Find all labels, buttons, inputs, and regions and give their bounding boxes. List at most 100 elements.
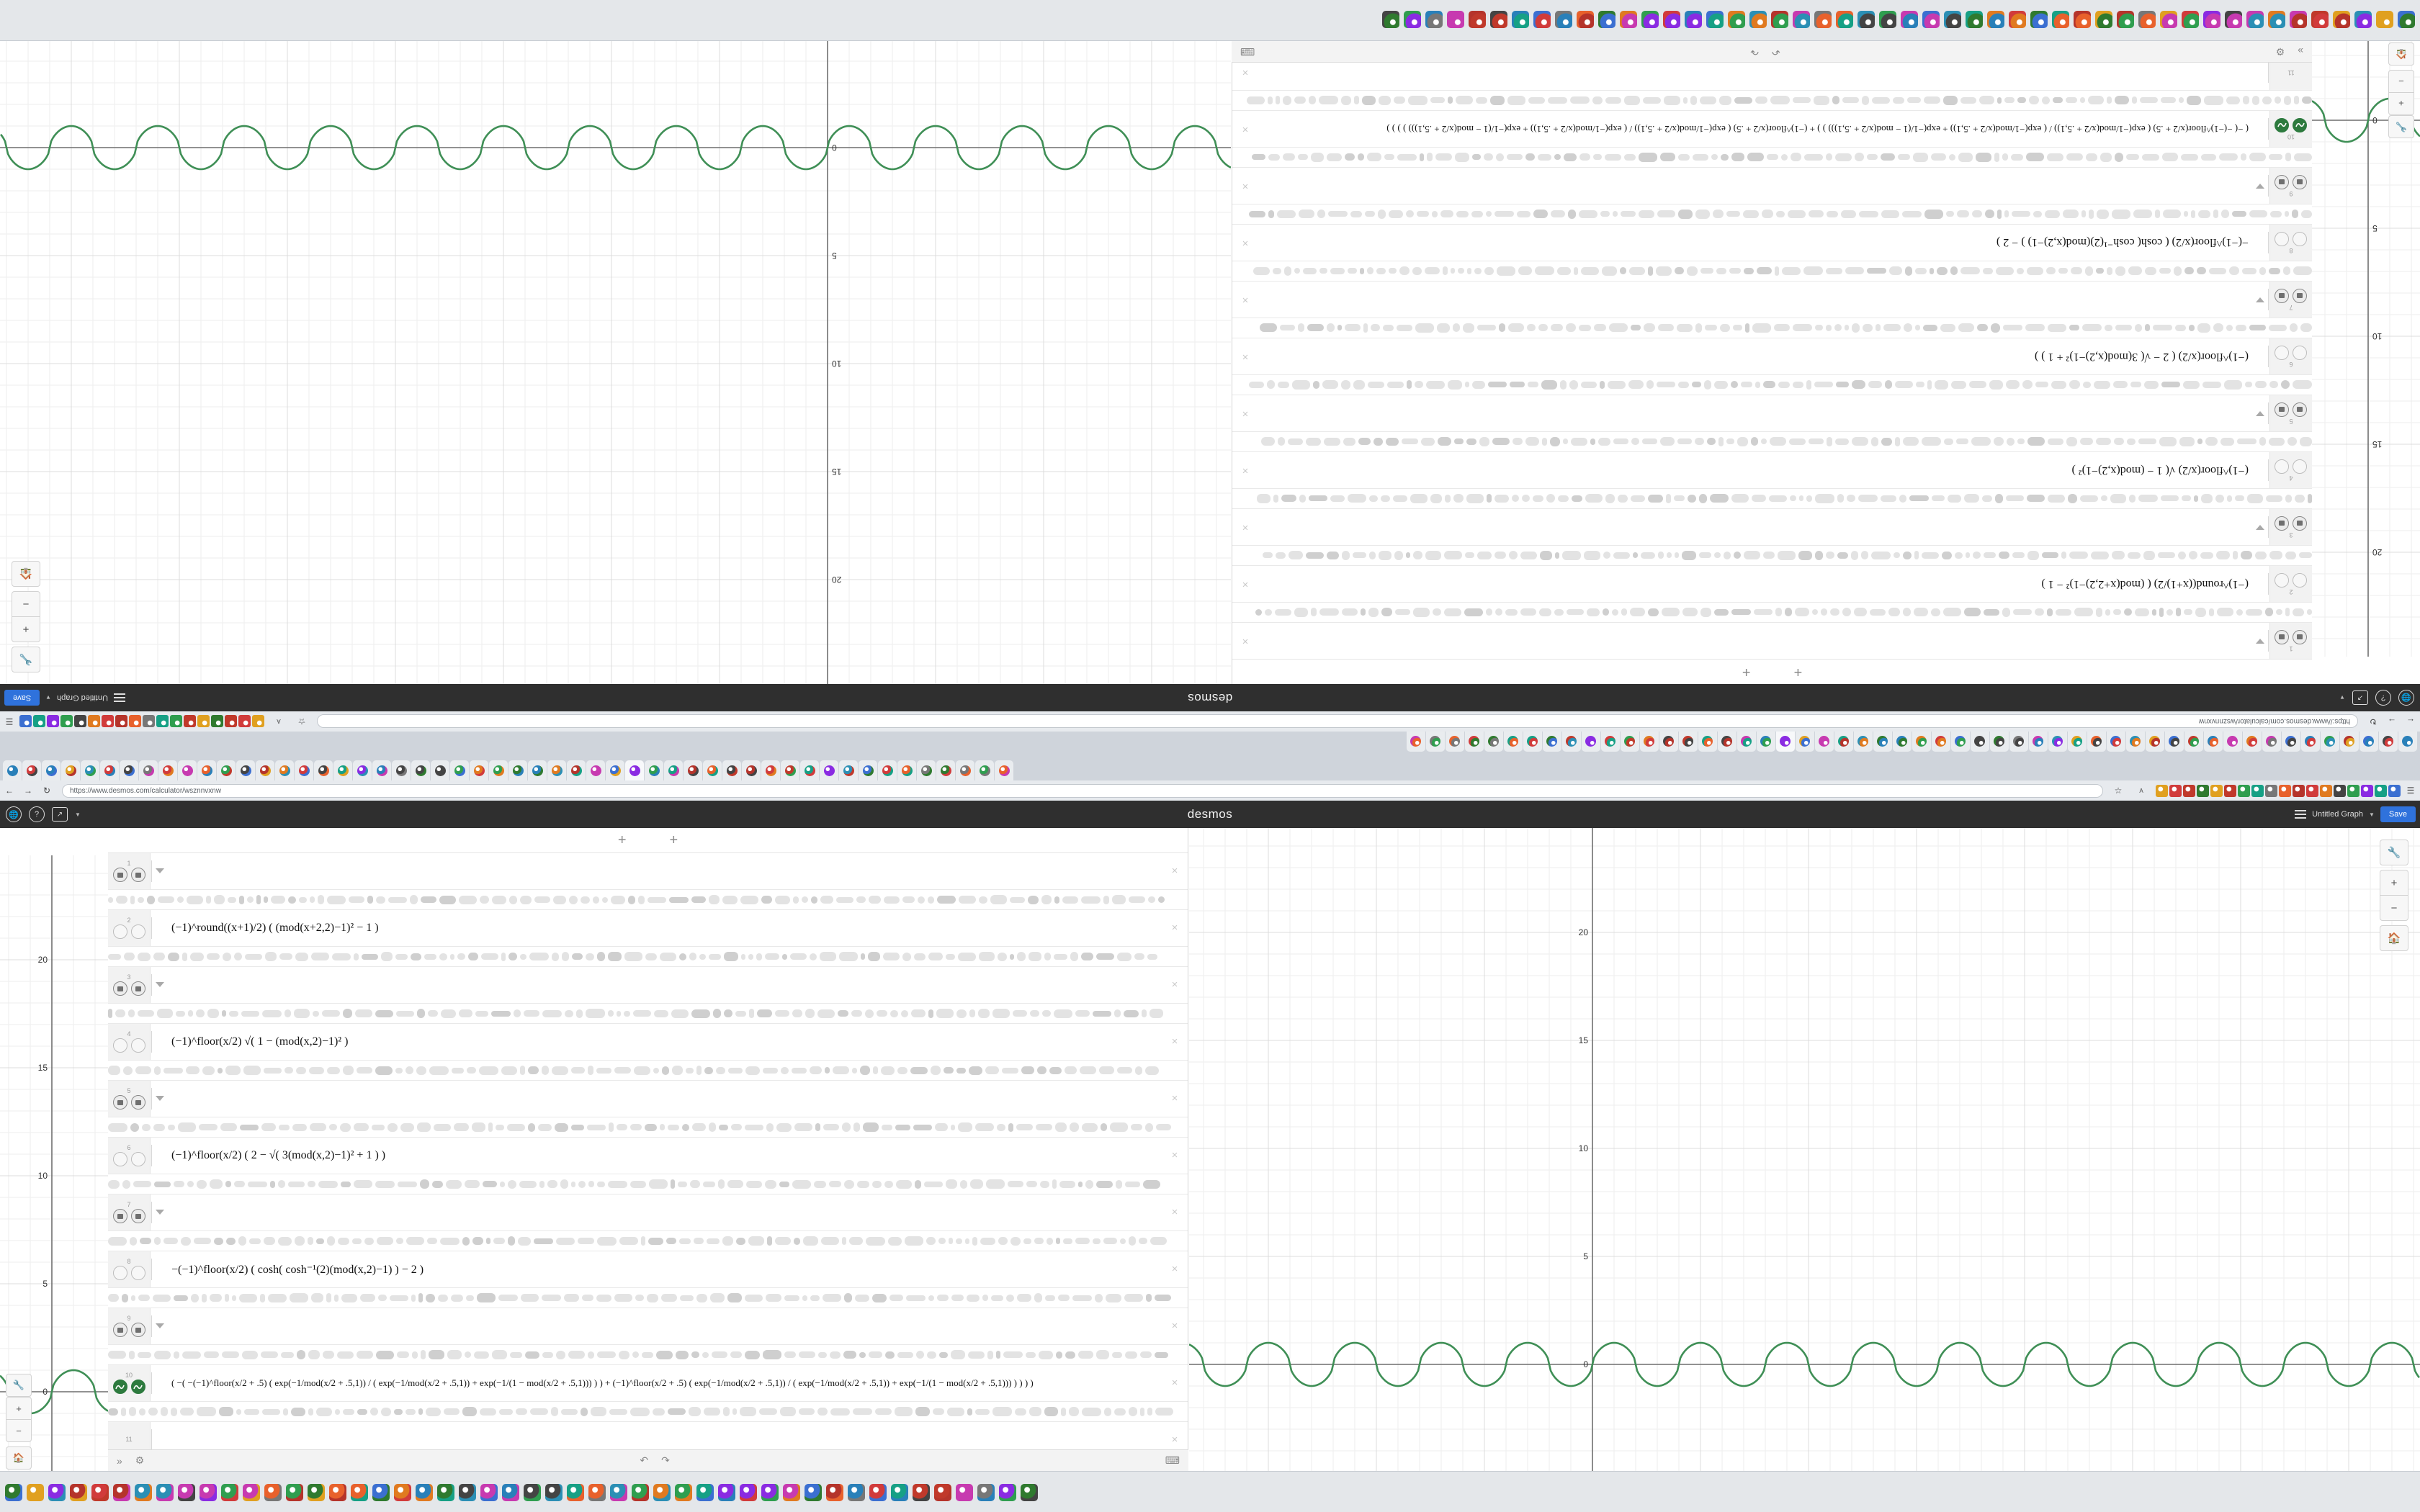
taskbar-app-icon[interactable] xyxy=(351,1483,368,1501)
hamburger-menu-icon[interactable]: ☰ xyxy=(5,716,14,726)
browser-tab[interactable] xyxy=(217,760,236,780)
taskbar-app-icon[interactable] xyxy=(1728,11,1745,29)
browser-tab[interactable] xyxy=(139,760,158,780)
expression-menu-icon[interactable] xyxy=(113,693,125,702)
add-note-button[interactable]: + xyxy=(669,832,678,848)
expression-math[interactable] xyxy=(1261,509,2249,545)
expression-delete-button[interactable]: × xyxy=(1171,1149,1178,1161)
expression-delete-button[interactable]: × xyxy=(1171,978,1178,991)
browser-extension-icon[interactable] xyxy=(2279,784,2291,797)
redo-icon[interactable]: ↷ xyxy=(661,1454,670,1466)
taskbar-app-icon[interactable] xyxy=(416,1483,433,1501)
browser-tab[interactable] xyxy=(81,760,99,780)
browser-extension-icon[interactable] xyxy=(2251,784,2264,797)
graph-zoom-controls-left[interactable]: 🔧 + − 🏠 xyxy=(2388,42,2414,138)
browser-tab[interactable] xyxy=(508,760,527,780)
expression-delete-button[interactable]: × xyxy=(1242,237,1249,249)
expression-math[interactable] xyxy=(1261,395,2249,431)
browser-tab[interactable] xyxy=(2360,732,2378,752)
expression-index[interactable]: 7 xyxy=(108,1194,151,1230)
graph-zoom-controls-left[interactable]: 🔧 + − 🏠 xyxy=(6,1374,32,1470)
browser-tab[interactable] xyxy=(781,760,799,780)
expression-index[interactable]: 9 xyxy=(108,1308,151,1344)
expression-visibility-toggle[interactable] xyxy=(112,1266,127,1280)
taskbar-app-icon[interactable] xyxy=(977,1483,995,1501)
taskbar-app-icon[interactable] xyxy=(2009,11,2026,29)
taskbar-app-icon[interactable] xyxy=(740,1483,757,1501)
taskbar-app-icon[interactable] xyxy=(999,1483,1016,1501)
expression-row[interactable]: 10( −( −(−1)^floor(x/2 + .5) ( exp(−1/mo… xyxy=(108,1365,1188,1402)
browser-tab[interactable] xyxy=(1679,732,1698,752)
expression-visibility-toggle[interactable] xyxy=(112,1323,127,1337)
save-button[interactable]: Save xyxy=(2380,806,2416,822)
gear-icon[interactable]: ⚙ xyxy=(135,1454,145,1466)
expression-row[interactable]: 10( −( −(−1)^floor(x/2 + .5) ( exp(−1/mo… xyxy=(1232,110,2312,147)
browser-tab[interactable] xyxy=(2107,732,2125,752)
browser-tab[interactable] xyxy=(489,760,508,780)
forward-arrow-icon[interactable]: → xyxy=(24,786,32,796)
keyboard-icon[interactable]: ⌨ xyxy=(1165,1454,1180,1466)
zoom-in-button-left[interactable]: + xyxy=(2388,92,2414,115)
expression-visibility-toggle[interactable] xyxy=(130,981,145,996)
taskbar-app-icon[interactable] xyxy=(891,1483,908,1501)
taskbar-app-icon[interactable] xyxy=(1857,11,1875,29)
expression-visibility-toggle[interactable] xyxy=(2275,402,2290,417)
expression-toggle-group[interactable] xyxy=(2275,573,2308,588)
expression-index[interactable]: 1 xyxy=(2269,623,2312,659)
chevron-down-icon[interactable] xyxy=(2256,297,2264,302)
browser-extension-icon[interactable] xyxy=(2320,784,2332,797)
expression-toggle-group[interactable] xyxy=(2275,459,2308,474)
browser-extension-icon[interactable] xyxy=(60,715,73,728)
expression-toggle-group[interactable] xyxy=(2275,232,2308,246)
browser-extension-icon[interactable] xyxy=(238,715,251,728)
chevron-down-icon[interactable] xyxy=(156,868,164,873)
taskbar-app-icon[interactable] xyxy=(2225,11,2242,29)
chevron-down-icon[interactable]: ▼ xyxy=(2339,694,2345,701)
expression-row[interactable]: 7 × xyxy=(108,1194,1188,1231)
taskbar-app-icon[interactable] xyxy=(2398,11,2415,29)
expression-index[interactable]: 2 xyxy=(108,910,151,946)
expression-math[interactable]: (−1)^floor(x/2) ( 2 − √( 3(mod(x,2)−1)² … xyxy=(2034,351,2249,363)
taskbar-app-icon[interactable] xyxy=(91,1483,109,1501)
expression-row[interactable]: 8 −(−1)^floor(x/2) ( cosh( cosh⁻¹(2)(mod(… xyxy=(108,1251,1188,1288)
expression-menu-icon[interactable] xyxy=(2295,810,2307,819)
expression-index[interactable]: 4 xyxy=(2269,452,2312,488)
taskbar-app-icon[interactable] xyxy=(264,1483,282,1501)
expression-footer-center[interactable]: ↶ ↷ xyxy=(1750,45,1780,58)
chevron-down-icon[interactable] xyxy=(2256,525,2264,530)
expression-row[interactable]: 3 × xyxy=(1232,508,2312,545)
browser-tab[interactable] xyxy=(645,760,663,780)
expression-footer-left[interactable]: » ⚙ xyxy=(2276,45,2303,58)
expression-index[interactable]: 6 xyxy=(108,1138,151,1174)
taskbar-app-icon[interactable] xyxy=(1469,11,1486,29)
expression-footer-right[interactable]: ⌨ xyxy=(1240,45,1255,58)
browser-tab[interactable] xyxy=(1737,732,1756,752)
browser-tab[interactable] xyxy=(606,760,624,780)
browser-tab[interactable] xyxy=(742,760,761,780)
expression-toggle-group[interactable] xyxy=(112,1266,145,1280)
expression-index[interactable]: 8 xyxy=(108,1251,151,1287)
taskbar-app-icon[interactable] xyxy=(1490,11,1507,29)
expression-index[interactable]: 4 xyxy=(108,1024,151,1060)
taskbar-app-icon[interactable] xyxy=(1771,11,1788,29)
browser-tab[interactable] xyxy=(1659,732,1678,752)
taskbar-app-icon[interactable] xyxy=(1793,11,1810,29)
globe-icon[interactable]: 🌐 xyxy=(6,806,22,822)
expression-visibility-toggle[interactable] xyxy=(130,1266,145,1280)
browser-tab[interactable] xyxy=(2165,732,2184,752)
expression-toggle-group[interactable] xyxy=(2275,346,2308,360)
expression-math[interactable]: −(−1)^floor(x/2) ( cosh( cosh⁻¹(2)(mod(x… xyxy=(171,1264,424,1276)
expression-delete-button[interactable]: × xyxy=(1242,351,1249,363)
chevron-down-icon[interactable] xyxy=(2256,639,2264,644)
browser-tab[interactable] xyxy=(1465,732,1484,752)
browser-tab[interactable] xyxy=(1601,732,1620,752)
home-icon[interactable]: 🏠 xyxy=(12,561,40,587)
wrench-icon[interactable]: 🔧 xyxy=(6,1374,32,1397)
curve-color-swatch[interactable] xyxy=(2293,118,2308,132)
browser-extension-icon[interactable] xyxy=(2375,784,2387,797)
taskbar-app-icon[interactable] xyxy=(632,1483,649,1501)
zoom-out-button-left[interactable]: − xyxy=(6,1419,32,1442)
browser-tab[interactable] xyxy=(42,760,60,780)
expression-toggle-group[interactable] xyxy=(112,1380,145,1394)
zoom-in-button-left[interactable]: + xyxy=(6,1397,32,1420)
